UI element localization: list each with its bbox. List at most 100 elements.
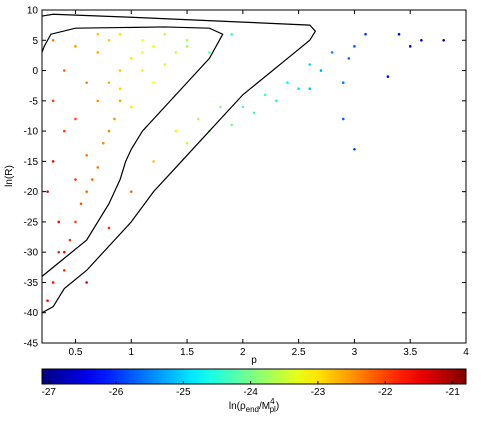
scatter-point bbox=[85, 190, 88, 193]
contour-line bbox=[41, 26, 224, 277]
scatter-point bbox=[141, 38, 144, 42]
scatter-point bbox=[353, 147, 356, 151]
colorbar-tick-label: -27 bbox=[42, 387, 57, 398]
y-tick-label: -30 bbox=[24, 248, 39, 259]
scatter-point bbox=[208, 51, 211, 54]
scatter-point bbox=[102, 141, 105, 145]
scatter-point bbox=[107, 129, 111, 133]
x-tick-label: 1.5 bbox=[180, 347, 194, 358]
x-tick-label: 4 bbox=[463, 347, 469, 358]
y-tick-label: -40 bbox=[24, 308, 39, 319]
scatter-point bbox=[386, 75, 390, 78]
y-tick-label: -45 bbox=[24, 339, 39, 350]
scatter-point bbox=[74, 220, 77, 224]
y-tick-label: -10 bbox=[24, 127, 39, 138]
x-tick-label: 2.5 bbox=[292, 347, 306, 358]
colorbar-tick-label: -24 bbox=[243, 387, 258, 398]
scatter-point bbox=[63, 250, 66, 254]
scatter-point bbox=[152, 81, 155, 84]
colorbar-label-part: /M bbox=[259, 401, 270, 412]
plot-frame bbox=[41, 9, 467, 344]
colorbar-tick-label: -25 bbox=[176, 387, 191, 398]
scatter-point bbox=[364, 32, 367, 36]
colorbar-tick-label: -26 bbox=[109, 387, 124, 398]
scatter-point bbox=[79, 202, 83, 206]
scatter-point bbox=[96, 32, 100, 36]
scatter-point bbox=[51, 281, 55, 284]
scatter-point bbox=[51, 160, 55, 163]
scatter-point bbox=[330, 51, 334, 54]
scatter-point bbox=[74, 117, 77, 121]
x-axis-label: p bbox=[251, 355, 257, 366]
scatter-point bbox=[118, 69, 122, 72]
scatter-point bbox=[90, 178, 94, 181]
scatter-point bbox=[57, 220, 61, 224]
scatter-point bbox=[230, 123, 233, 127]
scatter-point bbox=[141, 69, 144, 72]
scatter-point bbox=[230, 32, 233, 36]
scatter-point bbox=[107, 38, 111, 42]
scatter-point bbox=[341, 117, 345, 121]
scatter-point bbox=[46, 299, 49, 302]
scatter-point bbox=[85, 281, 88, 284]
y-tick-label: 0 bbox=[32, 66, 38, 77]
scatter-point bbox=[74, 178, 77, 181]
scatter-point bbox=[63, 269, 66, 272]
y-tick-label: 10 bbox=[27, 6, 39, 17]
scatter-point bbox=[152, 160, 155, 163]
scatter-point bbox=[219, 105, 222, 109]
scatter-point bbox=[107, 81, 111, 84]
scatter-point bbox=[241, 105, 245, 109]
scatter-point bbox=[85, 81, 88, 84]
scatter-point bbox=[96, 166, 100, 169]
y-tick-label: -15 bbox=[24, 157, 39, 168]
scatter-point bbox=[46, 190, 49, 193]
scatter-point bbox=[57, 250, 61, 254]
scatter-point bbox=[174, 129, 178, 133]
scatter-point bbox=[129, 105, 133, 109]
scatter-point bbox=[51, 99, 55, 103]
colorbar-label-part: end bbox=[246, 405, 259, 414]
scatter-point bbox=[163, 63, 167, 66]
scatter-point bbox=[163, 32, 167, 36]
y-tick-label: -35 bbox=[24, 278, 39, 289]
scatter-point bbox=[185, 141, 189, 145]
y-tick-label: 5 bbox=[32, 36, 38, 47]
contour-line bbox=[41, 13, 317, 314]
scatter-point bbox=[96, 99, 100, 103]
scatter-point bbox=[129, 57, 133, 60]
scatter-point bbox=[263, 93, 267, 97]
colorbar-label-part: pl bbox=[270, 405, 276, 414]
scatter-point bbox=[420, 38, 423, 42]
colorbar-tick-label: -22 bbox=[378, 387, 393, 398]
colorbar bbox=[41, 368, 467, 385]
scatter-point bbox=[347, 57, 351, 60]
scatter-point bbox=[252, 111, 256, 115]
scatter-point bbox=[63, 69, 66, 72]
colorbar-label-part: 4 bbox=[270, 397, 275, 406]
x-tick-label: 1 bbox=[128, 347, 134, 358]
scatter-point bbox=[51, 38, 55, 42]
scatter-point bbox=[118, 99, 122, 103]
colorbar-label-part: ) bbox=[276, 401, 279, 412]
scatter-point bbox=[442, 38, 445, 42]
colorbar-tick-label: -23 bbox=[311, 387, 326, 398]
y-tick-label: -25 bbox=[24, 217, 39, 228]
scatter-point bbox=[275, 99, 278, 103]
scatter-point bbox=[74, 45, 77, 48]
scatter-point bbox=[113, 117, 116, 121]
scatter-point bbox=[118, 87, 122, 91]
scatter-point bbox=[353, 45, 356, 48]
scatter-point bbox=[152, 45, 155, 48]
scatter-point bbox=[185, 38, 189, 42]
scatter-point bbox=[63, 129, 66, 133]
scatter-point bbox=[397, 32, 401, 36]
colorbar-tick-label: -21 bbox=[445, 387, 460, 398]
scatter-point bbox=[341, 81, 345, 84]
colorbar-label-part: ln(ρ bbox=[229, 401, 246, 412]
scatter-point bbox=[118, 32, 122, 36]
scatter-point bbox=[129, 190, 133, 193]
scatter-point bbox=[297, 87, 300, 91]
